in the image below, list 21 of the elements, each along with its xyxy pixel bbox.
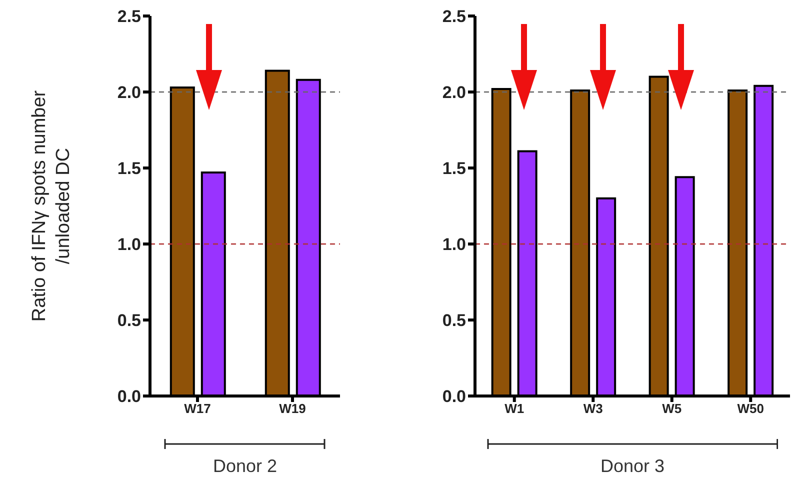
x-tick-label: W17 [184,401,211,416]
y-axis-title: Ratio of IFNγ spots number /unloaded DC [29,90,74,322]
x-tick-label: W1 [504,401,524,416]
text: Donor 2 [212,456,278,477]
y-tick-label: 1.5 [117,159,141,178]
y-tick-label: 1.0 [117,235,141,254]
y-tick-label: 0.0 [442,387,466,406]
x-tick-label: W19 [279,401,306,416]
text: Donor 3 [599,456,666,477]
y-tick-label: 0.5 [442,311,466,330]
x-tick-label: W3 [583,401,603,416]
y-tick-label: 0.0 [117,387,141,406]
y-tick-label: 2.5 [117,7,141,26]
y-tick-label: 0.5 [117,311,141,330]
y-tick-label: 1.5 [442,159,466,178]
y-tick-label: 2.0 [442,83,466,102]
y-tick-label: 2.5 [442,7,466,26]
x-tick-label: W5 [662,401,682,416]
x-tick-label: W50 [737,401,764,416]
y-tick-label: 1.0 [442,235,466,254]
y-tick-label: 2.0 [117,83,141,102]
